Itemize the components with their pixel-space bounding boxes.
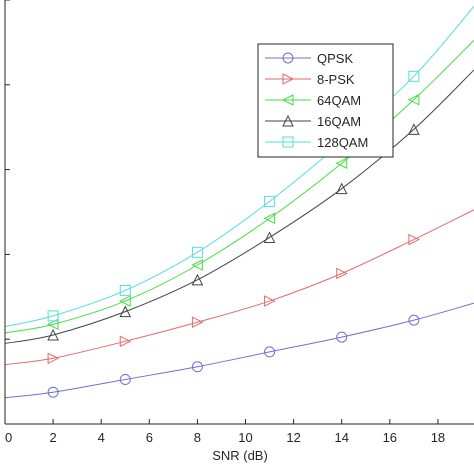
data-point-128qam <box>119 284 131 296</box>
data-point-16qam <box>191 273 204 286</box>
plot-background <box>5 0 474 424</box>
legend-label: 16QAM <box>317 114 361 129</box>
series-line-128qam <box>4 6 474 327</box>
series-markers <box>46 70 420 398</box>
data-point-8-psk <box>47 352 60 365</box>
data-point-128qam <box>47 310 59 322</box>
data-point-16qam <box>47 328 59 341</box>
data-point-64qam <box>191 259 203 271</box>
legend-marker <box>282 52 294 64</box>
x-ticks: 0 2 4 6 8 10 12 14 16 18 <box>4 419 445 445</box>
x-tick-label: 18 <box>431 430 445 445</box>
data-point-64qam <box>119 295 131 307</box>
x-tick-label: 4 <box>98 430 105 445</box>
data-point-qpsk <box>336 331 348 343</box>
legend-label: 64QAM <box>317 93 361 108</box>
data-point-64qam <box>46 318 59 331</box>
legend-label: QPSK <box>317 51 353 66</box>
data-point-qpsk <box>408 314 420 326</box>
x-tick-label: 10 <box>238 430 252 445</box>
data-point-qpsk <box>119 373 131 385</box>
x-tick-label: 16 <box>383 430 397 445</box>
data-point-qpsk <box>264 346 276 358</box>
series-line-16qam <box>4 69 474 344</box>
data-point-16qam <box>408 123 420 135</box>
x-tick-label: 6 <box>146 430 153 445</box>
data-point-16qam <box>263 231 276 243</box>
series-line-qpsk <box>4 302 474 399</box>
legend-marker <box>282 73 295 85</box>
data-point-8-psk <box>191 316 204 329</box>
legend-label: 128QAM <box>317 135 368 150</box>
data-point-64qam <box>335 157 348 170</box>
x-axis-label: SNR (dB) <box>212 448 268 463</box>
x-tick-label: 8 <box>194 430 201 445</box>
data-point-16qam <box>119 305 132 318</box>
data-point-16qam <box>335 182 348 195</box>
data-point-128qam <box>191 246 203 258</box>
data-point-128qam <box>264 195 276 207</box>
data-point-64qam <box>407 93 420 106</box>
x-tick-label: 0 <box>5 430 12 445</box>
data-point-8-psk <box>408 233 420 246</box>
data-point-qpsk <box>47 386 59 398</box>
x-tick-label: 14 <box>334 430 348 445</box>
legend-marker <box>281 94 294 106</box>
x-tick-label: 12 <box>286 430 300 445</box>
y-ticks <box>5 0 10 425</box>
x-tick-label: 2 <box>49 430 56 445</box>
data-point-64qam <box>263 212 276 225</box>
legend-marker <box>282 114 294 127</box>
series-line-64qam <box>4 39 474 334</box>
data-point-8-psk <box>336 267 348 280</box>
legend-marker <box>282 136 294 148</box>
legend-label: 8-PSK <box>317 72 355 87</box>
data-point-8-psk <box>264 295 276 307</box>
data-point-128qam <box>408 70 420 82</box>
data-point-qpsk <box>191 361 203 373</box>
data-point-8-psk <box>119 335 132 348</box>
legend: QPSK 8-PSK 64QAM 16QAM 128QAM <box>257 43 394 158</box>
